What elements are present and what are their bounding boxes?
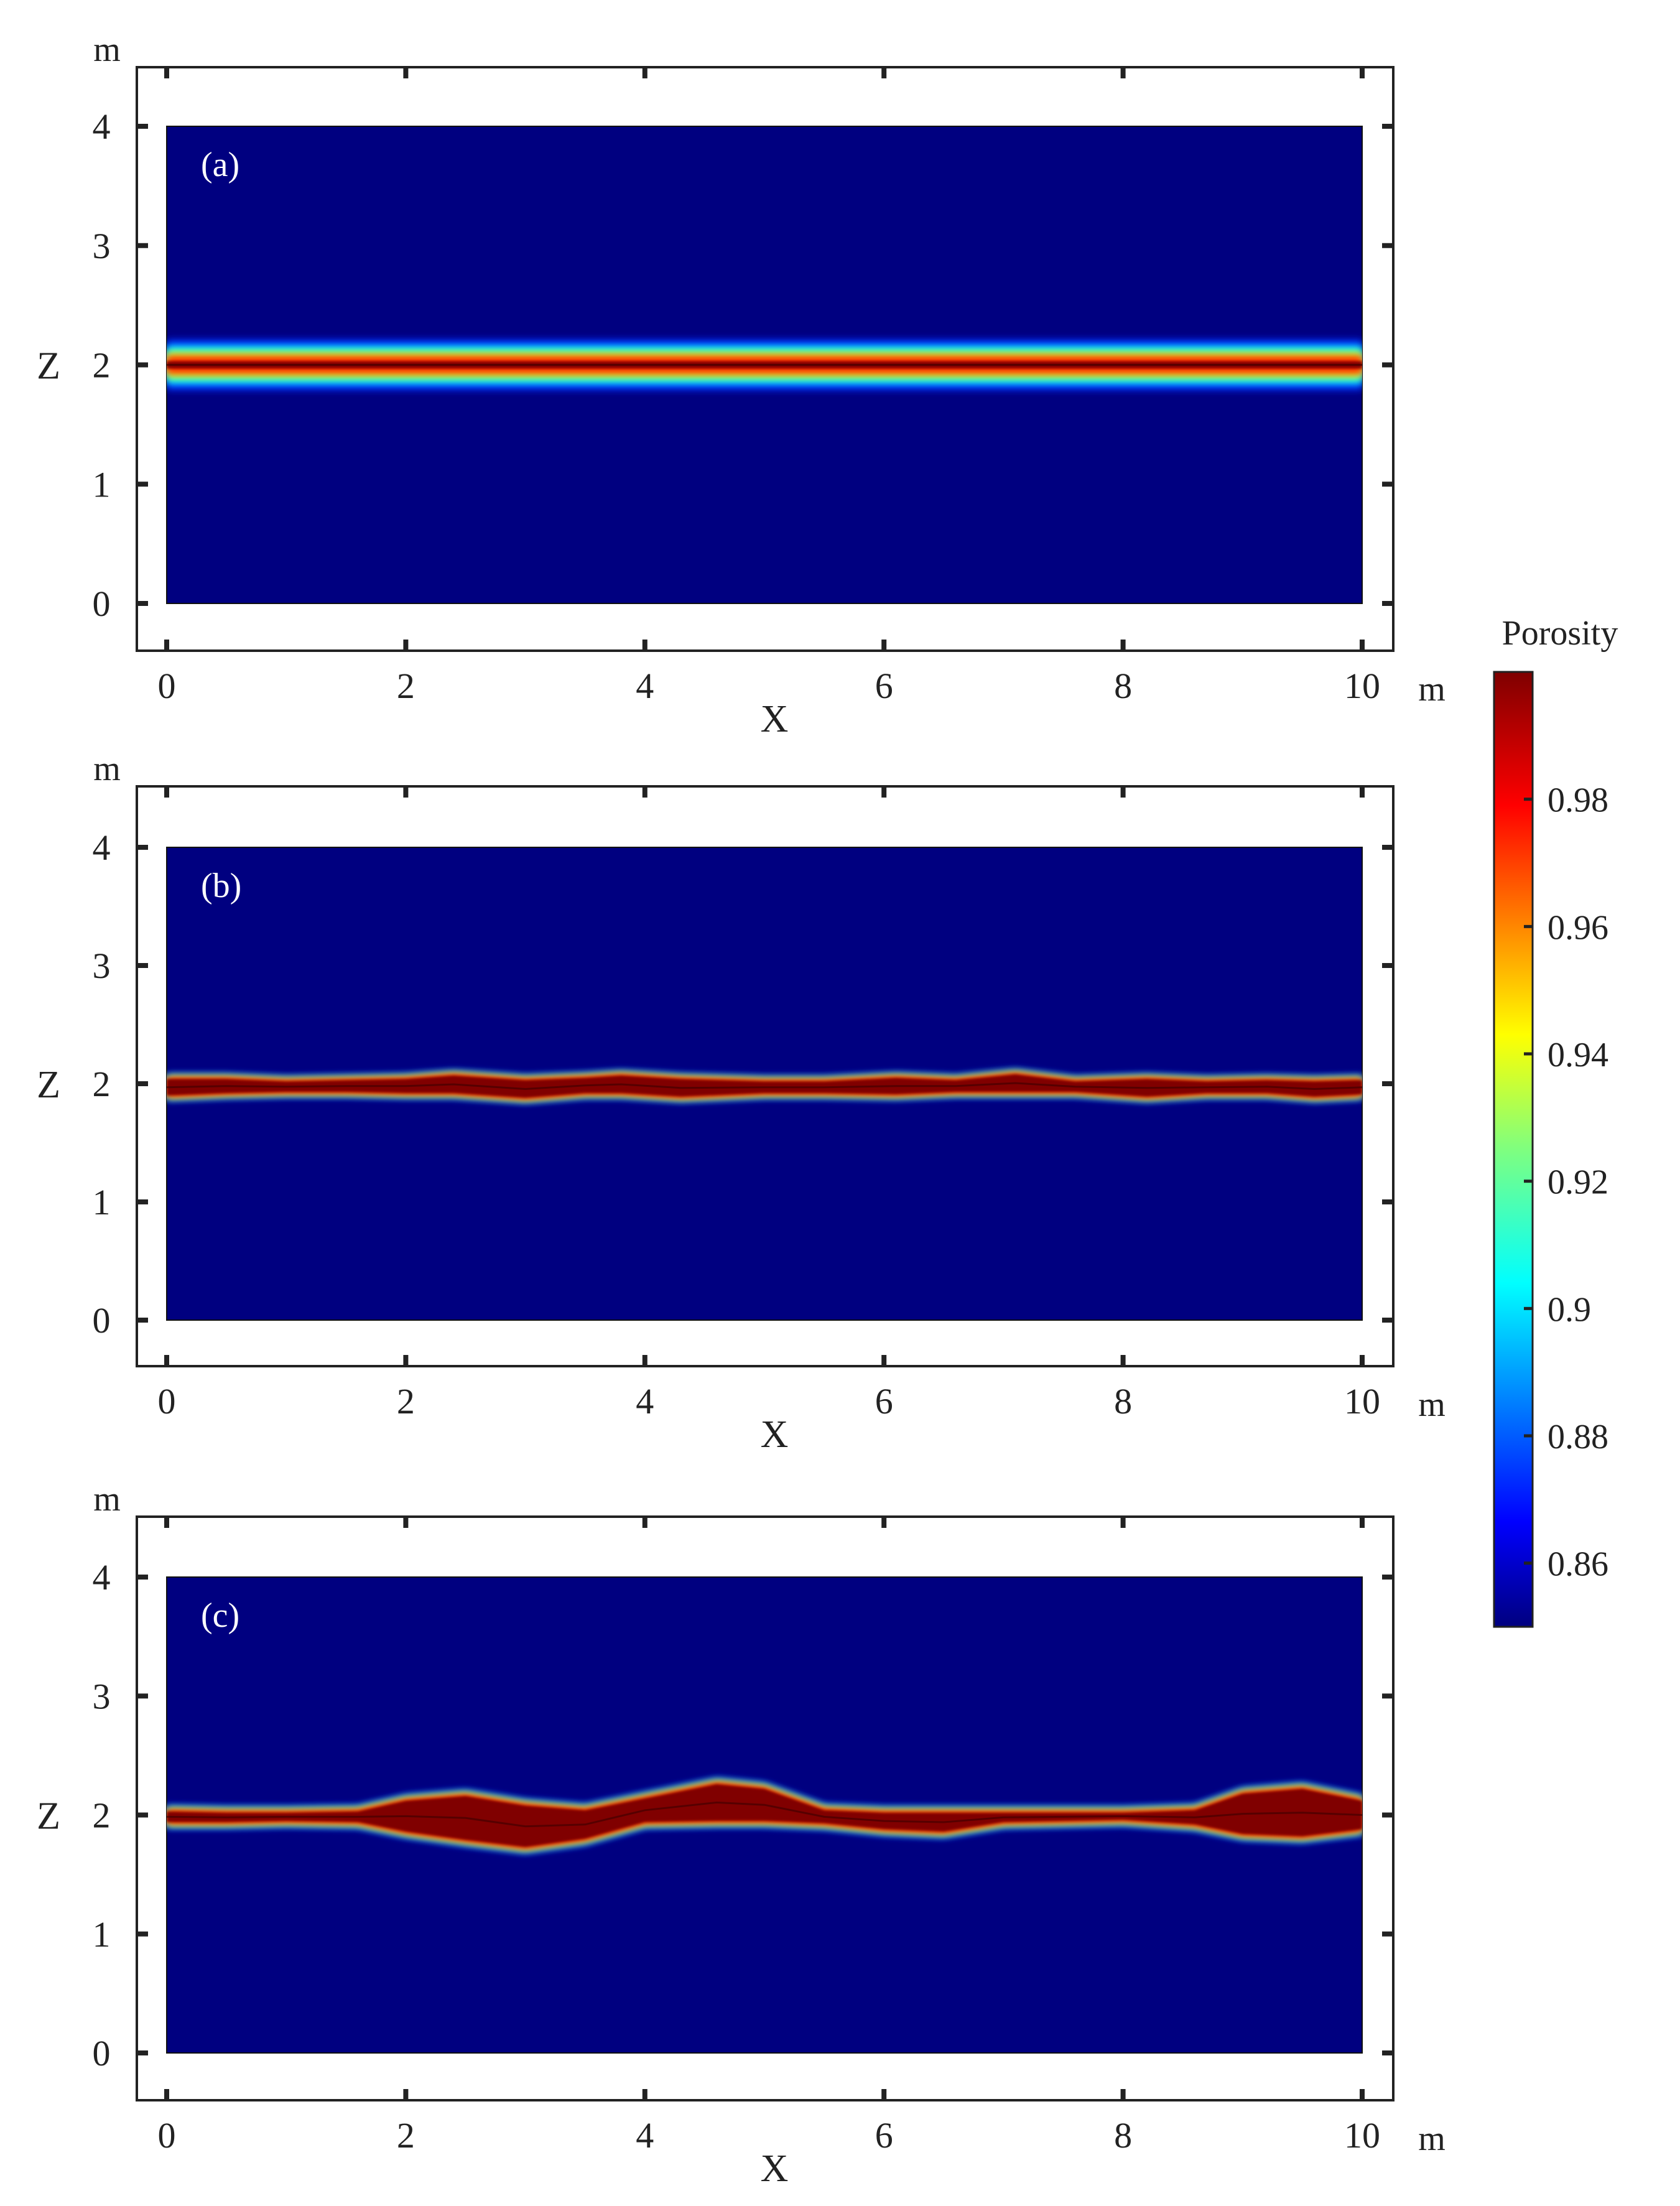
colorbar-tick-label: 0.92: [1548, 1163, 1608, 1202]
colorbar-title: Porosity: [1502, 614, 1618, 653]
x-axis-label: X: [761, 698, 789, 740]
colorbar-tick-label: 0.86: [1548, 1545, 1608, 1584]
panel-a: (a) 0 2 4 6 8 10 0 1 2 3 4 X Zm m: [37, 30, 1446, 740]
fracture-core: [167, 1074, 1362, 1098]
axes-frame: [136, 66, 1395, 652]
x-axis-label: X: [761, 1413, 789, 1456]
fracture-core: [167, 1784, 1362, 1848]
x-tick-label: 6: [875, 1381, 893, 1422]
y-tick-label: 2: [93, 1795, 111, 1836]
panel-b: (b) 0 2 4 6 8 10 0 1 2 3 4 X Zm m: [37, 750, 1446, 1456]
y-tick-label: 4: [93, 106, 111, 147]
panel-label: (a): [201, 146, 239, 184]
y-axis-unit: m: [93, 750, 121, 788]
colorbar-tick-label: 0.94: [1548, 1036, 1608, 1074]
x-tick-label: 2: [397, 1381, 415, 1422]
axes-frame: [136, 1515, 1395, 2101]
y-tick-label: 3: [93, 1676, 111, 1716]
x-tick-label: 4: [636, 2115, 654, 2156]
x-tick-label: 0: [158, 2115, 176, 2156]
colorbar-tick-label: 0.9: [1548, 1290, 1591, 1329]
y-tick-label: 3: [93, 946, 111, 986]
y-tick-label: 0: [93, 2033, 111, 2073]
x-tick-label: 2: [397, 666, 415, 706]
colorbar-gradient: [1493, 671, 1534, 1628]
y-tick-label: 3: [93, 226, 111, 266]
y-axis-label: Z: [37, 345, 60, 388]
x-tick-label: 8: [1114, 666, 1132, 706]
y-tick-label: 1: [93, 1914, 111, 1955]
fracture-layer: [167, 1069, 1362, 1103]
axes-frame: [136, 785, 1395, 1367]
x-axis-unit: m: [1418, 670, 1446, 709]
colorbar-ticks: 0.86 0.88 0.9 0.92 0.94 0.96 0.98: [1524, 781, 1608, 1584]
fracture-centreline: [167, 1801, 1362, 1828]
x-tick-label: 10: [1344, 2115, 1380, 2156]
y-tick-label: 2: [93, 345, 111, 386]
fracture-layer: [167, 340, 1362, 390]
panel-label: (b): [201, 867, 241, 905]
y-axis-label: Z: [37, 1064, 60, 1106]
y-axis-unit: m: [93, 30, 121, 69]
panel-c: (c) 0 2 4 6 8 10 0 1 2 3 4 X Zm m: [37, 1480, 1446, 2190]
x-tick-label: 10: [1344, 666, 1380, 706]
x-tick-label: 2: [397, 2115, 415, 2156]
y-tick-label: 4: [93, 1557, 111, 1598]
y-tick-label: 2: [93, 1064, 111, 1104]
x-tick-label: 8: [1114, 1381, 1132, 1422]
y-axis-label: Z: [37, 1795, 60, 1838]
x-tick-label: 0: [158, 666, 176, 706]
colorbar-tick-label: 0.88: [1548, 1418, 1608, 1456]
fracture-layer: [167, 1778, 1362, 1853]
colorbar-tick-label: 0.98: [1548, 781, 1608, 820]
x-axis-unit: m: [1418, 2120, 1446, 2158]
x-axis-unit: m: [1418, 1385, 1446, 1424]
colorbar: Porosity 0.86 0.88 0.9 0.92 0.94 0.96 0.98: [1493, 614, 1618, 1628]
y-tick-label: 1: [93, 464, 111, 505]
y-tick-label: 0: [93, 1300, 111, 1341]
y-axis-unit: m: [93, 1480, 121, 1519]
x-tick-label: 8: [1114, 2115, 1132, 2156]
colorbar-tick-label: 0.96: [1548, 908, 1608, 947]
x-tick-label: 6: [875, 666, 893, 706]
panel-label: (c): [201, 1596, 239, 1635]
x-tick-label: 4: [636, 1381, 654, 1422]
x-tick-label: 0: [158, 1381, 176, 1422]
y-tick-label: 4: [93, 827, 111, 868]
fracture-centreline: [167, 1082, 1362, 1091]
x-tick-label: 6: [875, 2115, 893, 2156]
x-axis-label: X: [761, 2148, 789, 2190]
x-tick-label: 4: [636, 666, 654, 706]
x-tick-label: 10: [1344, 1381, 1380, 1422]
y-tick-label: 1: [93, 1182, 111, 1222]
y-tick-label: 0: [93, 584, 111, 624]
